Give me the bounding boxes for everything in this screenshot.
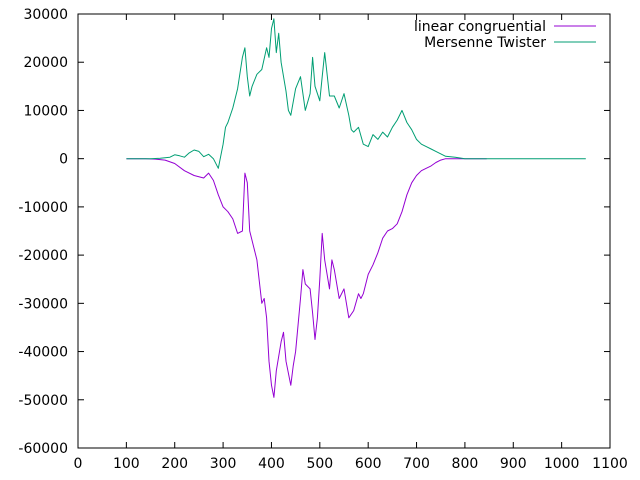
series-line-mersenne-twister	[126, 18, 586, 169]
y-tick-label: 10000	[23, 103, 68, 119]
x-tick-label: 700	[403, 456, 430, 472]
x-tick-label: 100	[113, 456, 140, 472]
legend-label-mersenne-twister: Mersenne Twister	[424, 35, 546, 51]
plot-frame	[77, 13, 611, 449]
x-tick-label: 600	[355, 456, 382, 472]
x-tick-label: 500	[306, 456, 333, 472]
y-axis: 30000 20000 10000 0 -10000 -20000 -30000 -40000…	[18, 7, 610, 457]
x-tick-label: 1100	[592, 456, 628, 472]
x-axis: 0 100 200 300 400 500 600 700 800 900 1000 1100	[74, 14, 628, 472]
y-tick-label: 20000	[23, 55, 68, 71]
y-tick-label: -60000	[18, 441, 68, 457]
x-tick-label: 300	[210, 456, 237, 472]
legend-label-linear-congruential: linear congruential	[414, 19, 546, 35]
y-tick-label: 30000	[23, 7, 68, 23]
x-tick-label: 1000	[544, 456, 580, 472]
series-line-linear-congruential	[126, 158, 487, 398]
x-tick-label: 400	[258, 456, 285, 472]
y-tick-label: -20000	[18, 248, 68, 264]
y-tick-label: 0	[59, 152, 68, 168]
x-tick-label: 0	[74, 456, 83, 472]
y-tick-label: -10000	[18, 200, 68, 216]
series-layer	[126, 18, 586, 398]
x-tick-label: 800	[452, 456, 479, 472]
y-tick-label: -50000	[18, 393, 68, 409]
y-tick-label: -40000	[18, 345, 68, 361]
x-tick-label: 900	[500, 456, 527, 472]
y-tick-label: -30000	[18, 296, 68, 312]
x-tick-label: 200	[161, 456, 188, 472]
